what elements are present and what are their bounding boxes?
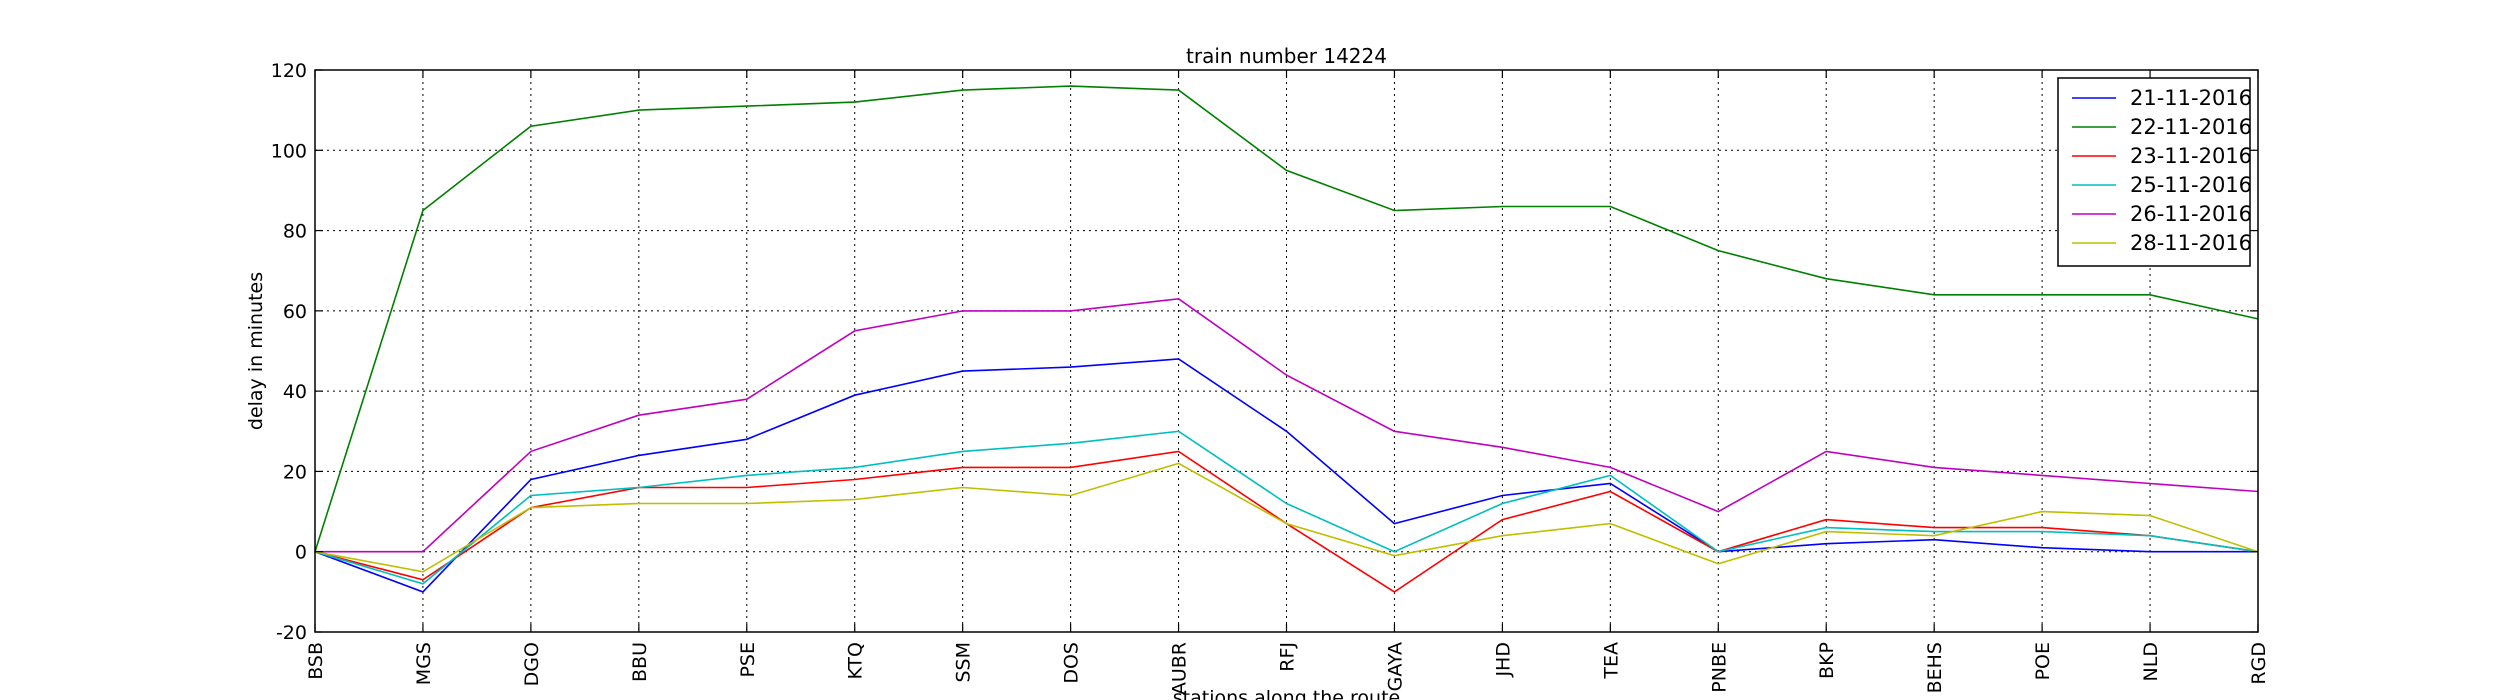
legend-label: 26-11-2016 bbox=[2130, 202, 2252, 226]
x-tick-label: DOS bbox=[1061, 642, 1083, 684]
y-tick-label: 120 bbox=[271, 60, 307, 82]
x-tick-label: KTQ bbox=[845, 642, 867, 680]
x-tick-label: GAYA bbox=[1384, 642, 1406, 691]
x-tick-label: NLD bbox=[2140, 642, 2162, 681]
x-tick-label: POE bbox=[2032, 642, 2054, 680]
legend-label: 28-11-2016 bbox=[2130, 231, 2252, 255]
y-axis-title: delay in minutes bbox=[245, 272, 267, 430]
x-tick-label: RGD bbox=[2248, 642, 2270, 685]
grid bbox=[314, 69, 2259, 633]
series-line-28-11-2016 bbox=[314, 462, 2259, 573]
x-axis-title: stations along the route bbox=[1173, 687, 1400, 700]
y-tick-label: 0 bbox=[295, 542, 307, 564]
x-tick-label: BEHS bbox=[1924, 642, 1946, 693]
x-tick-label: RFJ bbox=[1277, 642, 1299, 672]
y-tick-label: 80 bbox=[283, 221, 307, 243]
x-tick-label: MGS bbox=[413, 642, 435, 685]
x-tick-label: BKP bbox=[1816, 642, 1838, 679]
y-tick-label: 100 bbox=[271, 140, 307, 162]
series-line-21-11-2016 bbox=[314, 358, 2258, 593]
x-tick-label: PNBE bbox=[1708, 642, 1730, 693]
chart-title: train number 14224 bbox=[1186, 44, 1387, 68]
x-tick-label: BBU bbox=[629, 642, 651, 682]
legend-label: 22-11-2016 bbox=[2130, 115, 2252, 139]
legend: 21-11-2016 22-11-2016 23-11-2016 25-11-2016… bbox=[2057, 77, 2252, 267]
y-tick-label: 20 bbox=[283, 461, 307, 483]
legend-label: 25-11-2016 bbox=[2130, 173, 2252, 197]
series-lines bbox=[314, 85, 2259, 593]
y-tick-label: 40 bbox=[283, 381, 307, 403]
legend-label: 23-11-2016 bbox=[2130, 144, 2252, 168]
series-line-26-11-2016 bbox=[315, 297, 2259, 553]
series-line-22-11-2016 bbox=[314, 85, 2259, 552]
legend-box bbox=[2057, 77, 2251, 267]
series-line-25-11-2016 bbox=[314, 430, 2259, 585]
x-tick-label: AUBR bbox=[1169, 642, 1191, 695]
y-tick-label: -20 bbox=[276, 622, 307, 644]
x-tick-label: DGO bbox=[521, 642, 543, 686]
y-tick-label: 60 bbox=[283, 301, 307, 323]
y-axis: -20 0 20 40 60 80 100 120 bbox=[271, 60, 2258, 644]
x-tick-label: SSM bbox=[953, 642, 975, 683]
x-tick-label: TEA bbox=[1600, 642, 1622, 680]
x-tick-label: PSE bbox=[737, 642, 759, 678]
x-tick-label: BSB bbox=[305, 642, 327, 680]
x-tick-label: JHD bbox=[1492, 642, 1514, 678]
legend-label: 21-11-2016 bbox=[2130, 86, 2252, 110]
x-axis: BSB MGS DGO BBU PSE KTQ SSM DOS AUBR RFJ GAYA JHD TE… bbox=[305, 70, 2270, 695]
